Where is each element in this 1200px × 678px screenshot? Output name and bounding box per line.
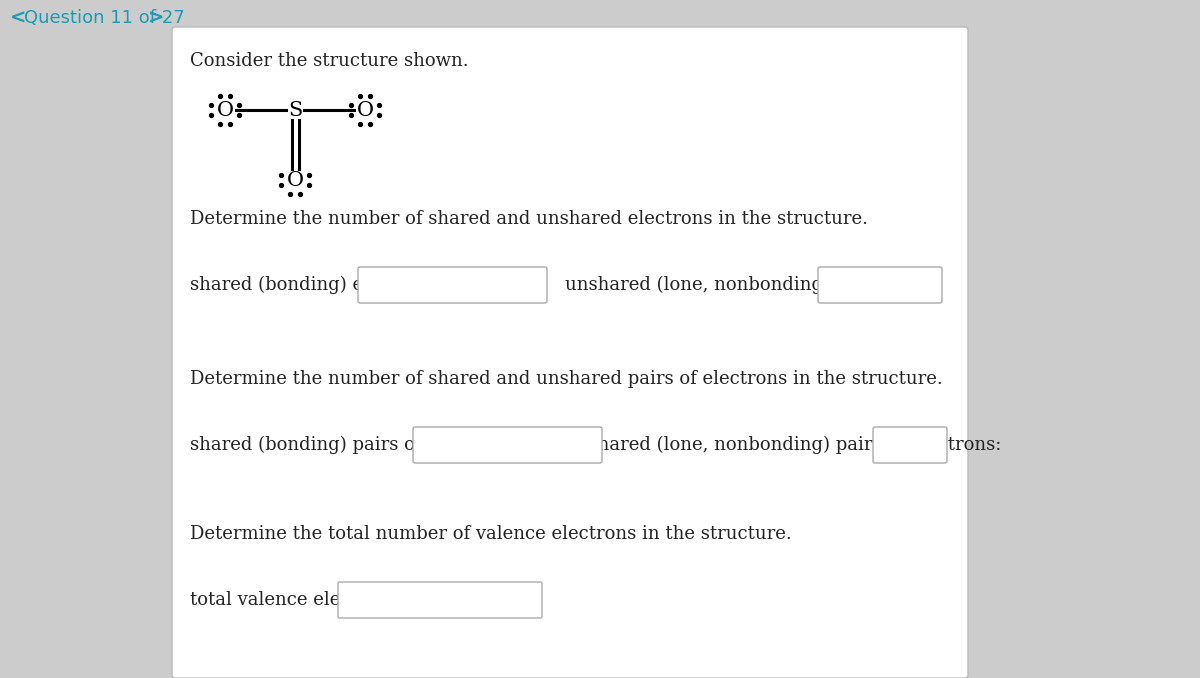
- Text: shared (bonding) electrons:: shared (bonding) electrons:: [190, 276, 443, 294]
- Text: O: O: [216, 100, 234, 119]
- Text: >: >: [148, 9, 164, 28]
- FancyBboxPatch shape: [358, 267, 547, 303]
- Text: unshared (lone, nonbonding) electrons:: unshared (lone, nonbonding) electrons:: [565, 276, 926, 294]
- Text: total valence electrons:: total valence electrons:: [190, 591, 404, 609]
- Text: O: O: [287, 170, 304, 189]
- Text: shared (bonding) pairs of electrons:: shared (bonding) pairs of electrons:: [190, 436, 518, 454]
- FancyBboxPatch shape: [874, 427, 947, 463]
- FancyBboxPatch shape: [818, 267, 942, 303]
- FancyBboxPatch shape: [338, 582, 542, 618]
- Text: Consider the structure shown.: Consider the structure shown.: [190, 52, 469, 70]
- Text: Question 11 of 27: Question 11 of 27: [24, 9, 185, 27]
- Text: Determine the total number of valence electrons in the structure.: Determine the total number of valence el…: [190, 525, 792, 543]
- Text: <: <: [10, 9, 26, 28]
- Text: O: O: [356, 100, 373, 119]
- FancyBboxPatch shape: [413, 427, 602, 463]
- FancyBboxPatch shape: [172, 27, 968, 678]
- Text: Determine the number of shared and unshared pairs of electrons in the structure.: Determine the number of shared and unsha…: [190, 370, 943, 388]
- Text: unshared (lone, nonbonding) pairs of electrons:: unshared (lone, nonbonding) pairs of ele…: [565, 436, 1001, 454]
- Text: Determine the number of shared and unshared electrons in the structure.: Determine the number of shared and unsha…: [190, 210, 868, 228]
- Text: S: S: [288, 100, 302, 119]
